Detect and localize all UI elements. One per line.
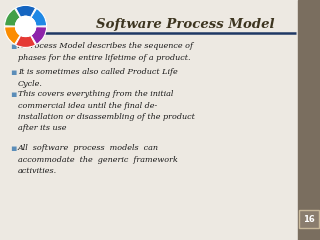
Text: commercial idea until the final de-: commercial idea until the final de- [18,102,157,109]
Wedge shape [31,27,47,44]
Text: Software Process Model: Software Process Model [96,18,274,31]
Text: activities.: activities. [18,167,57,175]
Text: 16: 16 [303,215,315,223]
Wedge shape [4,8,20,26]
Wedge shape [4,27,20,44]
Bar [298,0,320,240]
Text: ▪: ▪ [10,144,17,153]
Wedge shape [16,35,36,48]
Wedge shape [31,8,47,26]
Text: All  software  process  models  can: All software process models can [18,144,159,152]
Text: after its use: after its use [18,125,67,132]
Text: installation or disassembling of the product: installation or disassembling of the pro… [18,113,195,121]
Text: Cycle.: Cycle. [18,79,43,88]
Text: This covers everything from the initial: This covers everything from the initial [18,90,173,98]
Text: ▪: ▪ [10,42,17,51]
Text: accommodate  the  generic  framework: accommodate the generic framework [18,156,178,163]
Text: ▪: ▪ [10,68,17,77]
Text: A Process Model describes the sequence of: A Process Model describes the sequence o… [18,42,194,50]
Text: ▪: ▪ [10,90,17,99]
Text: phases for the entire lifetime of a product.: phases for the entire lifetime of a prod… [18,54,190,61]
Circle shape [16,16,36,36]
Bar [299,210,319,228]
Text: It is sometimes also called Product Life: It is sometimes also called Product Life [18,68,178,76]
Wedge shape [16,5,36,18]
